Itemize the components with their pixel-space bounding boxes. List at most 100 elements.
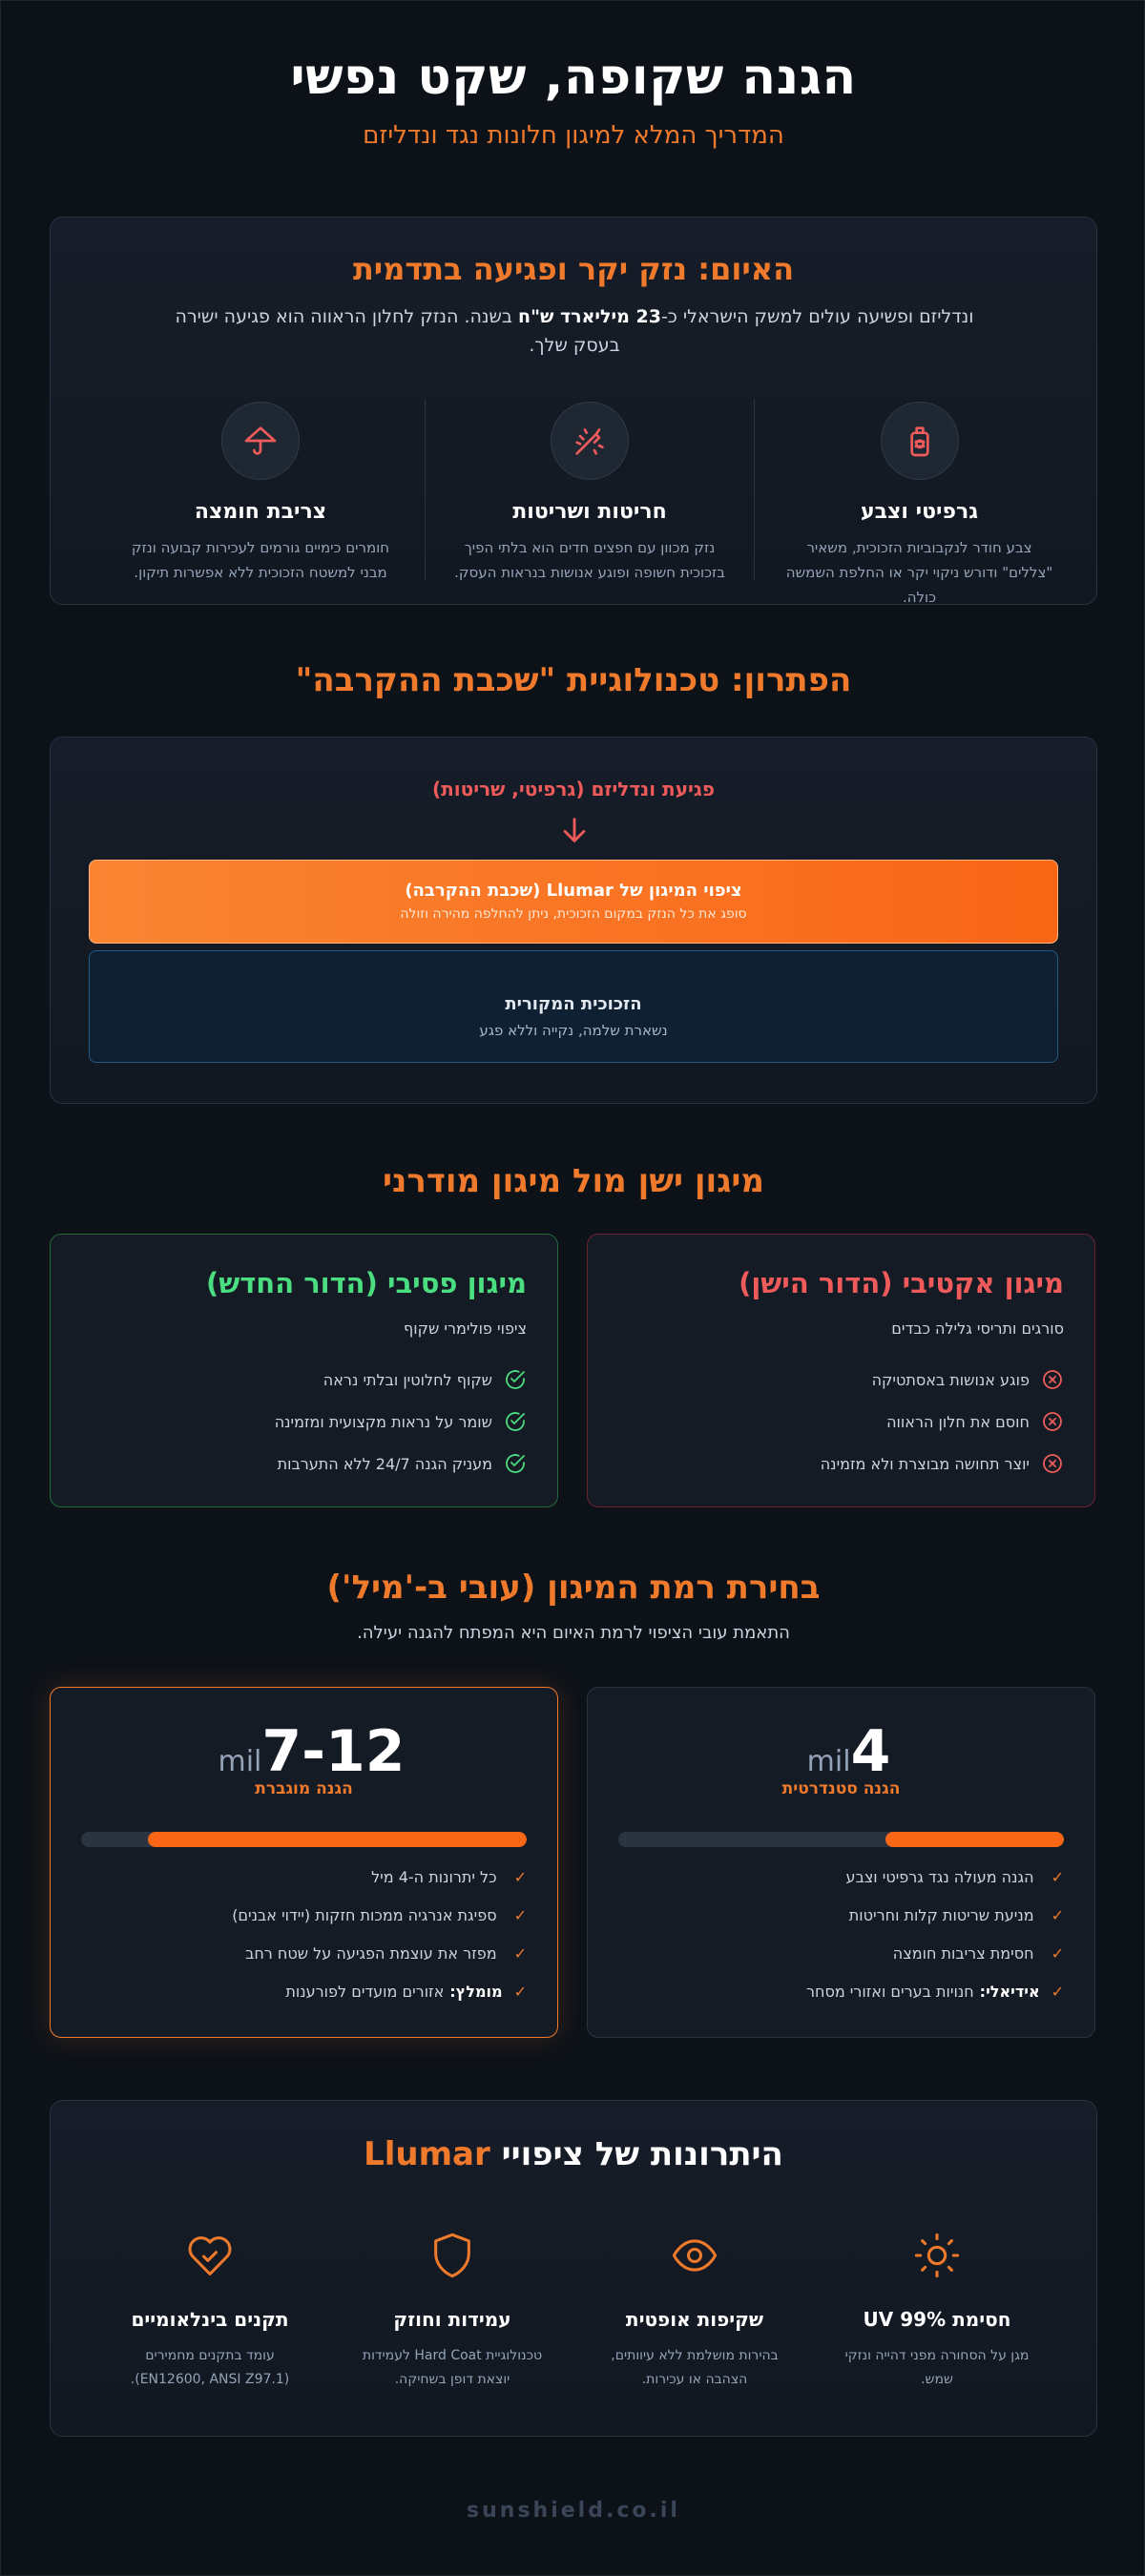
- thickness-unit: mil: [806, 1745, 851, 1778]
- active-list: פוגע אנושות באסתטיקה חוסם את חלון הראווה…: [821, 1359, 1064, 1485]
- passive-desc: ציפוי פולימרי שקוף: [404, 1319, 527, 1338]
- page-title: הגנה שקופה, שקט נפשי: [290, 49, 857, 106]
- list-item-text: יוצר תחושה מבוצרת ולא מזמינה: [820, 1454, 1030, 1473]
- feature-text: כל יתרונות ה-4 מיל: [371, 1867, 497, 1886]
- check-icon: ✓: [1051, 1867, 1064, 1886]
- protection-bar: [81, 1832, 527, 1847]
- x-circle-icon: [1043, 1454, 1062, 1473]
- sun-icon: [914, 2233, 960, 2278]
- list-item: פוגע אנושות באסתטיקה: [821, 1359, 1064, 1401]
- advantage-title: שקיפות אופטית: [625, 2308, 764, 2331]
- check-circle-icon: [506, 1370, 525, 1389]
- film-layer: ציפוי המיגון של Llumar (שכבת ההקרבה) סופ…: [89, 860, 1058, 944]
- film-layer-text: סופג את כל הנזק במקום הזכוכית, ניתן להחל…: [400, 906, 747, 922]
- threat-item-text: נזק מכוון עם חפצים חדים הוא בלתי הפיך בז…: [454, 539, 725, 581]
- thickness-unit: mil: [218, 1745, 262, 1778]
- advantage-standards: תקנים בינלאומיים עומד בתקנים מחמירים (EN…: [89, 2231, 331, 2402]
- check-icon: ✓: [513, 1905, 527, 1924]
- check-icon: ✓: [1051, 1943, 1064, 1963]
- feature-bold: מומלץ:: [449, 1982, 503, 2001]
- threat-item-title: גרפיטי וצבע: [860, 500, 979, 524]
- threat-item-scratches: חריטות ושריטות נזק מכוון עם חפצים חדים ה…: [426, 399, 755, 581]
- active-desc: סורגים ותריסי גלילה כבדים: [891, 1319, 1064, 1338]
- feature-text: מפזר את עוצמת הפגיעה על שטח רחב: [245, 1943, 497, 1963]
- active-protection-card: מיגון אקטיבי (הדור הישן) סורגים ותריסי ג…: [587, 1234, 1095, 1507]
- standard-features: ✓ הגנה מעולה נגד גרפיטי וצבע ✓ מניעת שריטו…: [806, 1858, 1064, 2010]
- acid-drop-icon: [221, 402, 300, 480]
- check-circle-icon: [506, 1412, 525, 1431]
- thickness-value: mil4: [588, 1718, 1094, 1785]
- threat-cost-figure: 23 מיליארד ש"ח: [518, 306, 661, 327]
- page-header: הגנה שקופה, שקט נפשי המדריך המלא למיגון …: [1, 49, 1145, 150]
- list-item: יוצר תחושה מבוצרת ולא מזמינה: [821, 1443, 1064, 1485]
- advantage-text: מגן על הסחורה מפני דהייה ונזקי שמש.: [844, 2348, 1030, 2387]
- threat-text-before: ונדליזם ופשיעה עולים למשק הישראלי כ-: [660, 306, 974, 327]
- list-item: שקוף לחלוטין ובלתי נראה: [275, 1359, 527, 1401]
- thickness-value: mil7-12: [51, 1718, 557, 1785]
- advantages-title-prefix: היתרונות של ציפויי: [501, 2135, 783, 2173]
- page-subtitle: המדריך המלא למיגון חלונות נגד ונדליזם: [363, 121, 784, 150]
- advantage-text: עומד בתקנים מחמירים (EN12600, ANSI Z97.1…: [130, 2348, 290, 2387]
- check-icon: ✓: [513, 1982, 527, 2001]
- comparison-title: מיגון ישן מול מיגון מודרני: [382, 1162, 765, 1200]
- list-item: ✓ כל יתרונות ה-4 מיל: [232, 1858, 527, 1896]
- list-item-text: שומר על נראות מקצועית ומזמינה: [274, 1412, 492, 1431]
- solution-title: הפתרון: טכנולוגיית "שכבת ההקרבה": [295, 661, 852, 699]
- advanced-features: ✓ כל יתרונות ה-4 מיל ✓ ספיגת אנרגיה ממכות …: [232, 1858, 527, 2010]
- protection-bar-fill: [148, 1832, 527, 1847]
- advantages-list: חסימת 99% UV מגן על הסחורה מפני דהייה ונ…: [89, 2231, 1058, 2402]
- threat-text-after: בשנה. הנזק לחלון הראווה הוא פגיעה ישירה …: [175, 306, 620, 356]
- spray-can-icon: [880, 402, 959, 480]
- protection-bar-fill: [885, 1832, 1064, 1847]
- film-layer-title: ציפוי המיגון של Llumar (שכבת ההקרבה): [405, 881, 742, 901]
- passive-list: שקוף לחלוטין ובלתי נראה שומר על נראות מק…: [275, 1359, 527, 1485]
- list-item: ✓ אידיאלי: חנויות בערים ואזורי מסחר: [806, 1972, 1064, 2010]
- feature-bold: אידיאלי:: [979, 1982, 1040, 2001]
- advantage-clarity: שקיפות אופטית בהירות מושלמת ללא עיוותים,…: [573, 2231, 816, 2402]
- scratch-tool-icon: [551, 402, 629, 480]
- list-item: ✓ מפזר את עוצמת הפגיעה על שטח רחב: [232, 1934, 527, 1972]
- protection-level: הגנה סטנדרטית: [781, 1779, 901, 1798]
- feature-text: הגנה מעולה נגד גרפיטי וצבע: [845, 1867, 1034, 1886]
- eye-icon: [672, 2239, 718, 2272]
- threat-list: גרפיטי וצבע צבע חודר לנקבוביות הזכוכית, …: [51, 399, 1096, 606]
- x-circle-icon: [1043, 1412, 1062, 1431]
- check-circle-icon: [506, 1454, 525, 1473]
- protection-bar: [618, 1832, 1064, 1847]
- threat-item-acid: צריבת חומצה חומרים כימיים גורמים לעכירות…: [96, 399, 426, 581]
- arrow-down-icon: [563, 818, 586, 842]
- footer-site-link[interactable]: sunshield.co.il: [467, 2499, 680, 2523]
- list-item: ✓ ספיגת אנרגיה ממכות חזקות (יידוי אבנים): [232, 1896, 527, 1934]
- advantages-title: היתרונות של ציפויי Llumar: [51, 2135, 1096, 2173]
- thickness-title: בחירת רמת המיגון (עובי ב-'מיל'): [326, 1568, 821, 1607]
- protection-level: הגנה מוגברת: [255, 1779, 353, 1798]
- passive-title: מיגון פסיבי (הדור החדש): [205, 1267, 527, 1299]
- advantage-title: תקנים בינלאומיים: [131, 2308, 289, 2331]
- threat-item-title: חריטות ושריטות: [512, 500, 667, 524]
- advantages-card: היתרונות של ציפויי Llumar חסימת 99% UV מ…: [50, 2100, 1097, 2437]
- advantage-text: בהירות מושלמת ללא עיוותים, הצהבה או עכיר…: [611, 2348, 779, 2387]
- threat-text: ונדליזם ופשיעה עולים למשק הישראלי כ-23 מ…: [156, 302, 993, 360]
- feature-text: אזורים מועדים לפורענות: [285, 1982, 445, 2001]
- list-item: חוסם את חלון הראווה: [821, 1401, 1064, 1443]
- advantage-title: חסימת 99% UV: [863, 2308, 1011, 2331]
- advantage-durability: עמידות וחוזק טכנולוגיית Hard Coat לעמידו…: [331, 2231, 573, 2402]
- threat-item-text: חומרים כימיים גורמים לעכירות קבועה ונזק …: [131, 539, 390, 581]
- passive-protection-card: מיגון פסיבי (הדור החדש) ציפוי פולימרי שק…: [50, 1234, 558, 1507]
- glass-layer-text: נשארת שלמה, נקייה וללא פגע: [479, 1022, 668, 1039]
- threat-title: האיום: נזק יקר ופגיעה בתדמית: [352, 251, 795, 287]
- advanced-protection-card: mil7-12 הגנה מוגברת ✓ כל יתרונות ה-4 מיל …: [50, 1687, 558, 2038]
- list-item: מעניק הגנה 24/7 ללא התערבות: [275, 1443, 527, 1485]
- standard-protection-card: mil4 הגנה סטנדרטית ✓ הגנה מעולה נגד גרפיט…: [587, 1687, 1095, 2038]
- active-title: מיגון אקטיבי (הדור הישן): [739, 1267, 1064, 1299]
- solution-diagram: פגיעת ונדליזם (גרפיטי, שריטות) ציפוי המי…: [50, 737, 1097, 1104]
- x-circle-icon: [1043, 1370, 1062, 1389]
- threat-card: האיום: נזק יקר ופגיעה בתדמית ונדליזם ופש…: [50, 217, 1097, 606]
- thickness-number: 7-12: [261, 1718, 406, 1785]
- feature-text: מניעת שריטות קלות וחריטות: [848, 1905, 1034, 1924]
- threat-item-text: צבע חודר לנקבוביות הזכוכית, משאיר "צללים…: [785, 539, 1053, 606]
- check-icon: ✓: [1051, 1982, 1064, 2001]
- feature-text: ספיגת אנרגיה ממכות חזקות (יידוי אבנים): [232, 1905, 497, 1924]
- threat-item-title: צריבת חומצה: [194, 500, 327, 524]
